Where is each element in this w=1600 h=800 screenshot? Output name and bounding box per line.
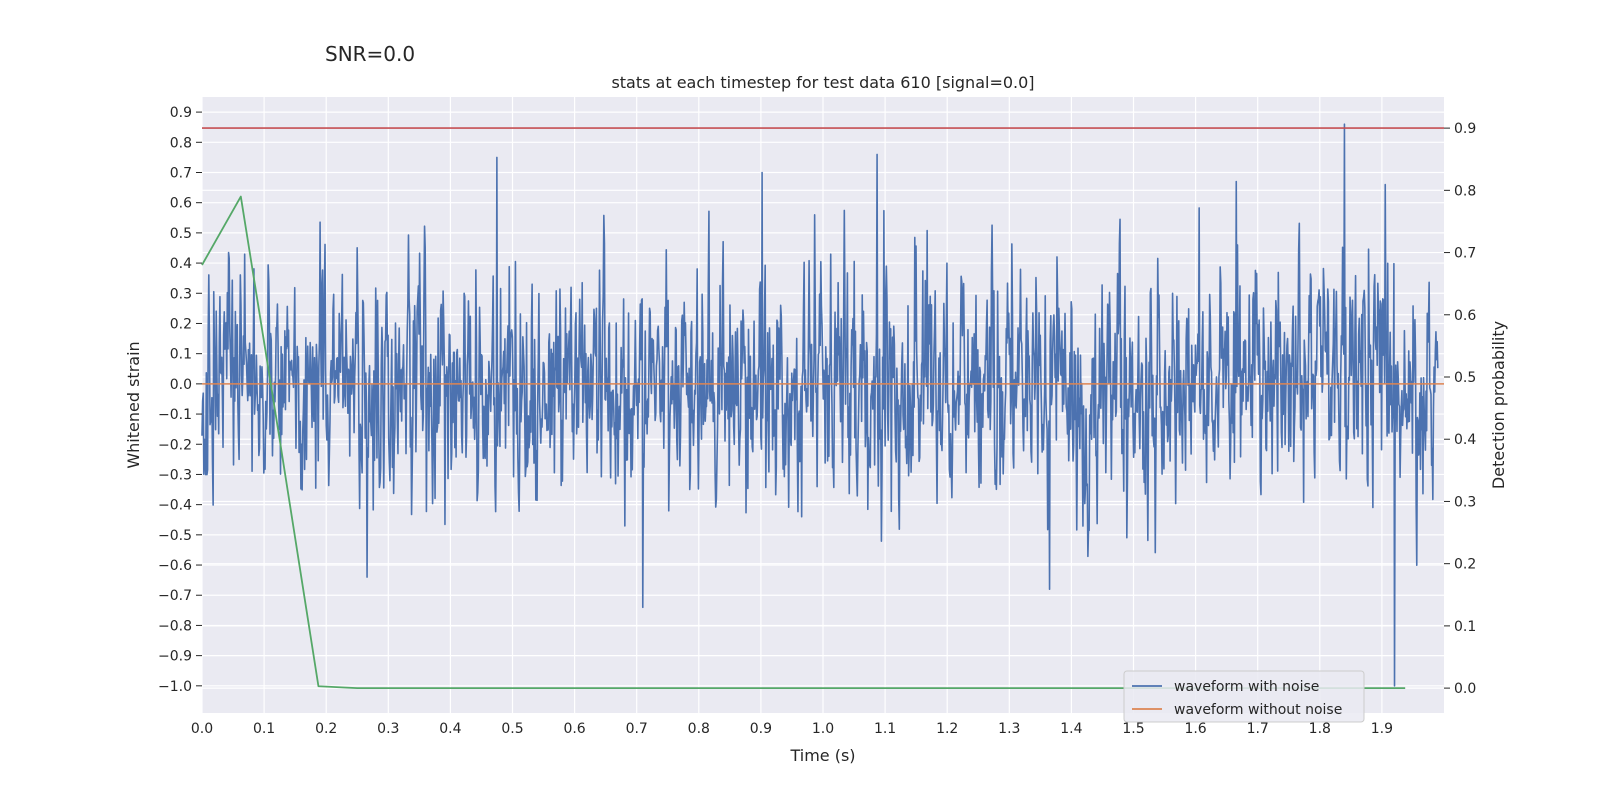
series-line-detection-probability bbox=[201, 195, 1406, 690]
x-tick-label: 0.9 bbox=[750, 721, 772, 737]
x-tick-label: 0.4 bbox=[439, 721, 461, 737]
x-tick-label: 1.2 bbox=[936, 721, 958, 737]
x-tick-label: 0.6 bbox=[563, 721, 585, 737]
x-axis: 0.0 0.1 0.2 0.3 0.4 0.5 0.6 0.7 0.8 0.9 1.0 1.1 1.2 1… bbox=[191, 721, 1393, 737]
y2-tick-label: 0.8 bbox=[1454, 183, 1476, 199]
y-tick-label: 0.3 bbox=[170, 286, 192, 302]
y2-tick-label: 0.7 bbox=[1454, 246, 1476, 262]
y2-tick-label: 0.5 bbox=[1454, 370, 1476, 386]
legend: waveform with noise waveform without nois… bbox=[1123, 670, 1365, 723]
y-tick-label: −0.2 bbox=[158, 437, 192, 453]
legend-label: waveform without noise bbox=[1174, 702, 1342, 718]
y-tick-label: 0.2 bbox=[170, 316, 192, 332]
x-tick-label: 0.2 bbox=[315, 721, 337, 737]
x-tick-label: 1.0 bbox=[812, 721, 834, 737]
x-tick-label: 0.5 bbox=[501, 721, 523, 737]
x-tick-label: 1.6 bbox=[1184, 721, 1206, 737]
suptitle: SNR=0.0 bbox=[325, 42, 415, 66]
y2-tick-label: 0.3 bbox=[1454, 494, 1476, 510]
x-tick-label: 1.8 bbox=[1309, 721, 1331, 737]
x-tick-label: 1.9 bbox=[1371, 721, 1393, 737]
y-tick-label: −1.0 bbox=[158, 679, 192, 695]
y-axis-label: Whitened strain bbox=[124, 341, 143, 468]
y-tick-label: −0.9 bbox=[158, 649, 192, 665]
legend-box bbox=[1123, 670, 1365, 723]
y-tick-label: −0.1 bbox=[158, 407, 192, 423]
x-tick-label: 1.3 bbox=[998, 721, 1020, 737]
x-tick-label: 1.4 bbox=[1060, 721, 1082, 737]
y-tick-label: 0.1 bbox=[170, 347, 192, 363]
y2-tick-label: 0.0 bbox=[1454, 681, 1476, 697]
y2-tick-label: 0.2 bbox=[1454, 557, 1476, 573]
series-line-waveform-with-noise bbox=[201, 123, 1439, 687]
x-tick-label: 0.3 bbox=[377, 721, 399, 737]
y-tick-label: 0.9 bbox=[170, 105, 192, 121]
y2-tick-label: 0.9 bbox=[1454, 121, 1476, 137]
y2-axis-label: Detection probability bbox=[1489, 321, 1508, 489]
y2-tick-label: 0.4 bbox=[1454, 432, 1476, 448]
x-tick-label: 1.1 bbox=[874, 721, 896, 737]
x-tick-label: 0.1 bbox=[253, 721, 275, 737]
x-axis-label: Time (s) bbox=[789, 746, 855, 765]
y-tick-label: −0.8 bbox=[158, 618, 192, 634]
chart-title: stats at each timestep for test data 610… bbox=[611, 73, 1034, 92]
x-tick-label: 0.7 bbox=[626, 721, 648, 737]
series-layer bbox=[201, 123, 1444, 690]
y-tick-label: −0.4 bbox=[158, 498, 192, 514]
legend-label: waveform with noise bbox=[1174, 679, 1319, 695]
x-tick-label: 0.8 bbox=[688, 721, 710, 737]
y-tick-label: 0.7 bbox=[170, 165, 192, 181]
x-tick-label: 0.0 bbox=[191, 721, 213, 737]
y-tick-label: 0.4 bbox=[170, 256, 192, 272]
x-tick-label: 1.7 bbox=[1247, 721, 1269, 737]
y-tick-label: 0.5 bbox=[170, 226, 192, 242]
y-tick-label: −0.3 bbox=[158, 467, 192, 483]
y-axis-left: 0.9 0.8 0.7 0.6 0.5 0.4 0.3 0.2 0.1 0.0 −0.1 −0.2 −0… bbox=[158, 105, 202, 695]
y-tick-label: −0.5 bbox=[158, 528, 192, 544]
y-tick-label: −0.7 bbox=[158, 588, 192, 604]
x-tick-label: 1.5 bbox=[1122, 721, 1144, 737]
y-tick-label: 0.0 bbox=[170, 377, 192, 393]
y-tick-label: −0.6 bbox=[158, 558, 192, 574]
y2-tick-label: 0.6 bbox=[1454, 308, 1476, 324]
y2-tick-label: 0.1 bbox=[1454, 619, 1476, 635]
y-tick-label: 0.8 bbox=[170, 135, 192, 151]
y-axis-right: 0.9 0.8 0.7 0.6 0.5 0.4 0.3 0.2 0.1 0.0 bbox=[1444, 121, 1476, 697]
y-tick-label: 0.6 bbox=[170, 196, 192, 212]
